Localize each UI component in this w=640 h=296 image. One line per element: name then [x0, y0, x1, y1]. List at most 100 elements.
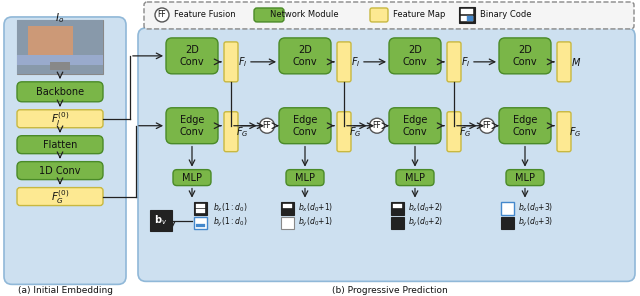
Text: $b_y(d_0{+}3)$: $b_y(d_0{+}3)$ [518, 216, 554, 229]
Bar [50, 62, 70, 70]
Text: $F_G$: $F_G$ [236, 125, 248, 139]
Text: FF: FF [483, 121, 492, 130]
Bar [281, 216, 294, 229]
FancyBboxPatch shape [173, 170, 211, 186]
Circle shape [479, 118, 495, 133]
Text: $F_I$: $F_I$ [461, 55, 470, 69]
Text: $b_y(1{:}d_0)$: $b_y(1{:}d_0)$ [213, 216, 248, 229]
Text: Feature Map: Feature Map [393, 10, 445, 20]
Text: Conv: Conv [403, 127, 428, 137]
FancyBboxPatch shape [17, 110, 103, 128]
FancyBboxPatch shape [17, 162, 103, 180]
Text: $b_y(d_0{+}1)$: $b_y(d_0{+}1)$ [298, 216, 333, 229]
FancyBboxPatch shape [254, 8, 284, 22]
Bar [393, 204, 402, 207]
FancyBboxPatch shape [17, 136, 103, 154]
Text: $F_G^{(0)}$: $F_G^{(0)}$ [51, 188, 69, 205]
Text: MLP: MLP [405, 173, 425, 183]
Bar [194, 202, 207, 215]
Text: $F_G$: $F_G$ [569, 125, 581, 139]
Bar [391, 216, 404, 229]
Bar [196, 209, 205, 213]
FancyBboxPatch shape [447, 112, 461, 152]
Text: Conv: Conv [513, 127, 538, 137]
Text: Edge: Edge [513, 115, 537, 125]
Text: $b_x(d_0{+}1)$: $b_x(d_0{+}1)$ [298, 201, 333, 214]
Text: Conv: Conv [403, 57, 428, 67]
Bar [17, 20, 103, 74]
Text: Conv: Conv [513, 57, 538, 67]
Bar [501, 216, 514, 229]
Circle shape [259, 118, 275, 133]
Text: $F_G$: $F_G$ [459, 125, 471, 139]
FancyBboxPatch shape [144, 2, 634, 29]
FancyBboxPatch shape [286, 170, 324, 186]
Text: FF: FF [262, 121, 271, 130]
Bar [17, 55, 103, 65]
Bar [194, 216, 207, 229]
Text: $b_x(d_0{+}2)$: $b_x(d_0{+}2)$ [408, 201, 444, 214]
Text: Conv: Conv [292, 127, 317, 137]
Bar [461, 16, 473, 21]
FancyBboxPatch shape [396, 170, 434, 186]
FancyBboxPatch shape [499, 108, 551, 144]
FancyBboxPatch shape [506, 170, 544, 186]
Text: $I_o$: $I_o$ [56, 11, 65, 25]
Text: Backbone: Backbone [36, 87, 84, 97]
FancyBboxPatch shape [166, 108, 218, 144]
Bar [459, 7, 475, 23]
Text: $F_I$: $F_I$ [351, 55, 361, 69]
FancyBboxPatch shape [389, 38, 441, 74]
Bar [196, 204, 205, 207]
Text: 1D Conv: 1D Conv [39, 166, 81, 176]
FancyBboxPatch shape [557, 42, 571, 82]
Text: Conv: Conv [180, 127, 204, 137]
Bar [467, 16, 473, 21]
FancyBboxPatch shape [499, 38, 551, 74]
Text: $M$: $M$ [571, 56, 581, 68]
FancyBboxPatch shape [279, 38, 331, 74]
Bar [461, 9, 473, 14]
FancyBboxPatch shape [370, 8, 388, 22]
Text: 2D: 2D [518, 45, 532, 55]
Text: 2D: 2D [298, 45, 312, 55]
Text: Feature Fusion: Feature Fusion [174, 10, 236, 20]
Bar [196, 223, 205, 228]
FancyBboxPatch shape [279, 108, 331, 144]
Text: 2D: 2D [185, 45, 199, 55]
Bar [17, 20, 103, 74]
FancyBboxPatch shape [138, 28, 635, 281]
Text: $b_x(d_0{+}3)$: $b_x(d_0{+}3)$ [518, 201, 554, 214]
Text: Flatten: Flatten [43, 140, 77, 150]
Text: (a) Initial Embedding: (a) Initial Embedding [17, 286, 113, 295]
Bar [281, 202, 294, 215]
Text: (b) Progressive Prediction: (b) Progressive Prediction [332, 286, 448, 295]
Text: MLP: MLP [295, 173, 315, 183]
Circle shape [155, 8, 169, 22]
Text: $F_I^{(0)}$: $F_I^{(0)}$ [51, 110, 69, 128]
FancyBboxPatch shape [166, 38, 218, 74]
Text: Edge: Edge [180, 115, 204, 125]
Text: Edge: Edge [293, 115, 317, 125]
Bar [150, 210, 172, 231]
FancyBboxPatch shape [17, 188, 103, 205]
Text: FF: FF [372, 121, 381, 130]
Bar [501, 202, 514, 215]
Text: $F_G$: $F_G$ [349, 125, 361, 139]
FancyBboxPatch shape [224, 112, 238, 152]
FancyBboxPatch shape [389, 108, 441, 144]
FancyBboxPatch shape [17, 82, 103, 102]
Text: $F_I$: $F_I$ [238, 55, 248, 69]
FancyBboxPatch shape [557, 112, 571, 152]
Text: Conv: Conv [292, 57, 317, 67]
FancyBboxPatch shape [224, 42, 238, 82]
Text: 2D: 2D [408, 45, 422, 55]
Text: MLP: MLP [182, 173, 202, 183]
Text: FF: FF [157, 10, 166, 20]
Text: $b_y(d_0{+}2)$: $b_y(d_0{+}2)$ [408, 216, 444, 229]
Bar [283, 204, 292, 207]
Bar [391, 202, 404, 215]
Text: Edge: Edge [403, 115, 427, 125]
FancyBboxPatch shape [4, 17, 126, 284]
FancyBboxPatch shape [337, 42, 351, 82]
